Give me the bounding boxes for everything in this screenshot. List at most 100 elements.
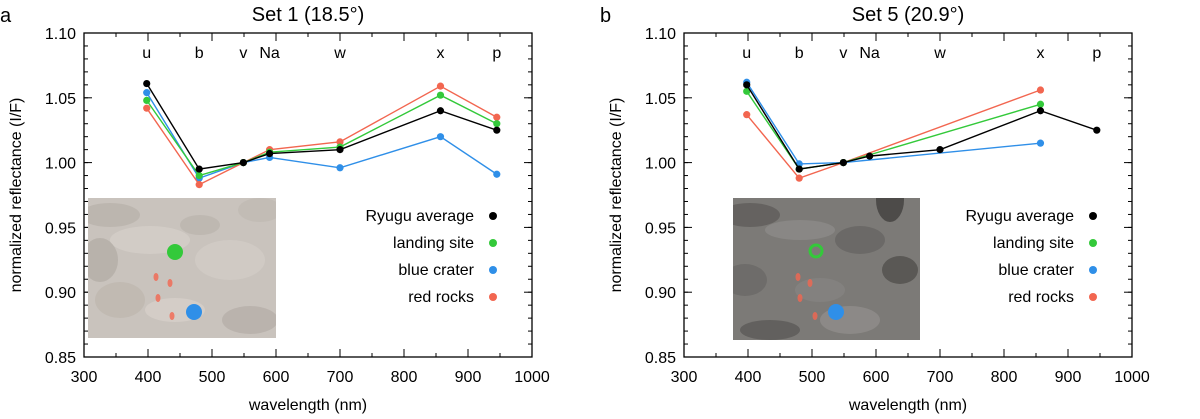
series-line-landing-site	[146, 94, 498, 177]
band-label: w	[933, 45, 946, 62]
data-point-red-rocks	[143, 104, 151, 112]
inset-image	[733, 198, 920, 340]
legend-label-landing-site: landing site	[993, 235, 1074, 252]
legend-marker-ryugu-average	[489, 212, 497, 220]
texture-patch	[733, 264, 767, 296]
series-line-blue-crater	[146, 92, 498, 180]
data-point-ryugu-average	[239, 159, 247, 167]
inset-red-rock-marker	[807, 279, 813, 287]
band-label: p	[492, 45, 501, 62]
band-label: w	[333, 45, 346, 62]
band-label: u	[742, 45, 751, 62]
y-tick-label: 0.85	[45, 350, 76, 367]
x-tick-label: 500	[199, 369, 226, 386]
data-point-ryugu-average	[743, 81, 751, 89]
panel-label: b	[600, 5, 611, 27]
x-tick-label: 800	[391, 369, 418, 386]
y-tick-label: 0.85	[645, 350, 676, 367]
x-tick-label: 1000	[514, 369, 550, 386]
data-point-blue-crater	[436, 133, 445, 141]
legend-marker-red-rocks	[489, 293, 497, 301]
x-tick-label: 400	[135, 369, 162, 386]
legend-marker-blue-crater	[1089, 266, 1097, 274]
data-point-landing-site	[743, 87, 751, 95]
y-tick-label: 0.90	[645, 285, 676, 302]
texture-patch	[733, 203, 780, 227]
data-point-ryugu-average	[839, 159, 847, 167]
y-tick-label: 1.05	[45, 91, 76, 108]
y-axis-label: normalized reflectance (I/F)	[8, 98, 25, 293]
data-point-blue-crater	[493, 170, 501, 178]
data-point-ryugu-average	[1093, 126, 1101, 134]
legend-label-blue-crater: blue crater	[998, 262, 1074, 279]
x-tick-label: 900	[1055, 369, 1082, 386]
texture-patch	[765, 220, 835, 240]
data-point-red-rocks	[795, 174, 803, 182]
band-label: Na	[859, 45, 880, 62]
data-point-ryugu-average	[795, 165, 803, 173]
y-tick-label: 1.05	[645, 91, 676, 108]
panel-a: a Set 1 (18.5°) 300 400 500 600 700 800 900 1000 0…	[0, 4, 550, 414]
legend-label-red-rocks: red rocks	[1008, 289, 1074, 306]
chart-a: a Set 1 (18.5°) 300 400 500 600 700 800 900 1000 0…	[0, 4, 550, 414]
data-point-blue-crater	[1036, 139, 1045, 147]
y-tick-label: 0.95	[645, 220, 676, 237]
data-point-blue-crater	[336, 164, 344, 172]
x-tick-label: 1000	[1114, 369, 1150, 386]
chart-title: Set 5 (20.9°)	[852, 4, 965, 26]
x-tick-label: 500	[799, 369, 826, 386]
x-tick-label: 600	[263, 369, 290, 386]
legend-label-blue-crater: blue crater	[398, 262, 474, 279]
data-point-ryugu-average	[336, 146, 344, 154]
band-label: u	[142, 45, 151, 62]
inset-image	[88, 198, 276, 338]
band-label: x	[1036, 45, 1044, 62]
x-tick-label: 900	[455, 369, 482, 386]
band-label: x	[436, 45, 444, 62]
inset-blue-crater-marker	[186, 304, 202, 320]
data-point-red-rocks	[436, 82, 445, 90]
data-point-red-rocks	[1036, 86, 1045, 94]
x-tick-label: 700	[327, 369, 354, 386]
chart-title: Set 1 (18.5°)	[252, 4, 365, 26]
band-label: v	[239, 45, 247, 62]
texture-patch	[238, 198, 276, 222]
y-axis-label: normalized reflectance (I/F)	[608, 98, 625, 293]
data-point-landing-site	[143, 96, 151, 104]
x-tick-label: 800	[991, 369, 1018, 386]
band-label: b	[795, 45, 804, 62]
inset-landing-site-marker	[808, 243, 824, 259]
legend-marker-ryugu-average	[1089, 212, 1097, 220]
panel-b: b Set 5 (20.9°) 300 400 500 600 700 800 900 1000 0…	[600, 0, 1200, 419]
y-tick-label: 1.10	[45, 26, 76, 43]
data-point-ryugu-average	[436, 107, 445, 115]
band-label: p	[1092, 45, 1101, 62]
y-tick-label: 1.00	[45, 156, 76, 173]
y-tick-label: 1.10	[645, 26, 676, 43]
legend-marker-blue-crater	[489, 266, 497, 274]
band-label: v	[839, 45, 847, 62]
texture-patch	[795, 278, 845, 302]
x-tick-label: 300	[71, 369, 98, 386]
texture-patch	[882, 256, 918, 284]
x-tick-label: 300	[671, 369, 698, 386]
data-point-ryugu-average	[143, 79, 151, 88]
texture-patch	[180, 215, 220, 235]
legend-label-ryugu-average: Ryugu average	[365, 208, 474, 225]
legend-label-ryugu-average: Ryugu average	[965, 208, 1074, 225]
inset-landing-site-marker	[167, 244, 183, 260]
inset-red-rock-marker	[167, 279, 173, 287]
texture-patch	[95, 282, 145, 318]
legend-marker-red-rocks	[1089, 293, 1097, 301]
data-point-red-rocks	[336, 138, 344, 146]
data-point-red-rocks	[493, 113, 501, 121]
data-point-ryugu-average	[866, 152, 874, 160]
data-point-ryugu-average	[1036, 107, 1045, 115]
inset-red-rock-marker	[797, 294, 803, 302]
texture-patch	[222, 306, 276, 334]
data-point-red-rocks	[743, 111, 751, 119]
x-tick-label: 400	[735, 369, 762, 386]
legend-label-landing-site: landing site	[393, 235, 474, 252]
data-point-ryugu-average	[195, 165, 203, 173]
x-tick-label: 600	[863, 369, 890, 386]
